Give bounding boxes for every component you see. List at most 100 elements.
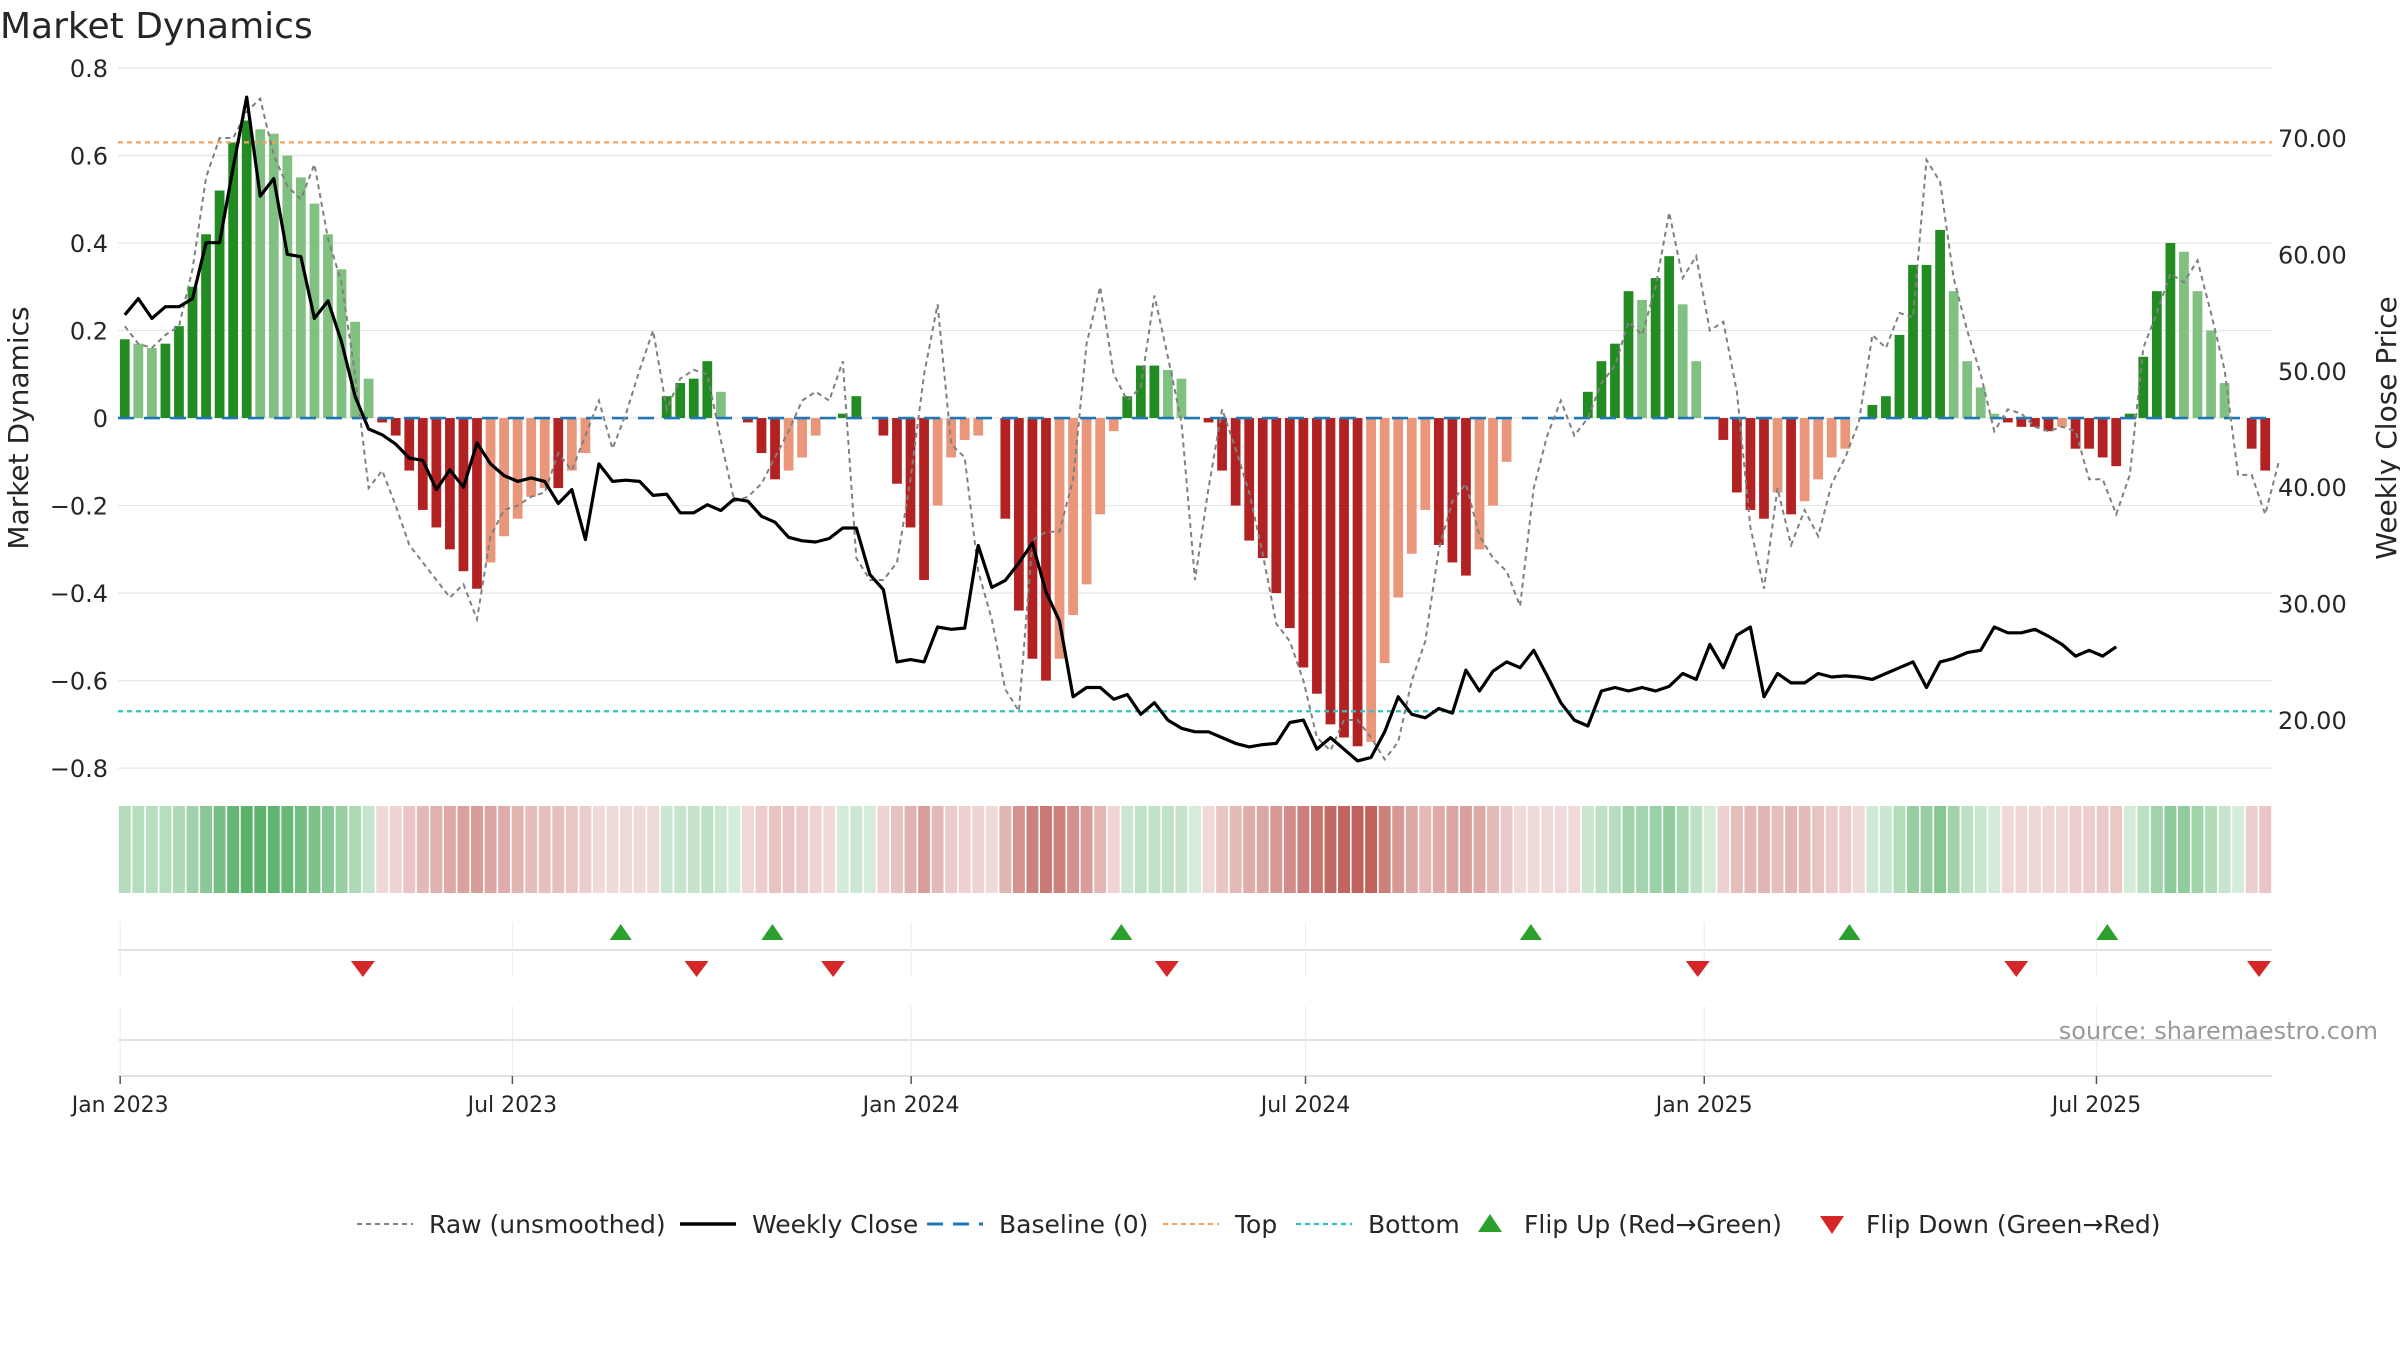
regime-strip-cell bbox=[1283, 806, 1296, 893]
right-tick-label: 70.00 bbox=[2278, 125, 2347, 153]
regime-strip-cell bbox=[2191, 806, 2204, 893]
histogram-bar bbox=[445, 418, 455, 550]
regime-strip-cell bbox=[1717, 806, 1730, 893]
left-tick-label: 0.4 bbox=[70, 230, 108, 258]
regime-strip-cell bbox=[660, 806, 673, 893]
histogram-bar bbox=[1054, 418, 1065, 659]
histogram-bar bbox=[1149, 365, 1160, 419]
regime-strip-cell bbox=[1866, 806, 1879, 893]
regime-strip-cell bbox=[1934, 806, 1947, 893]
histogram-bar bbox=[2165, 243, 2176, 419]
left-tick-label: −0.4 bbox=[50, 580, 108, 608]
regime-strip-cell bbox=[1107, 806, 1120, 893]
histogram-bar bbox=[2260, 418, 2271, 471]
histogram-bar bbox=[119, 339, 130, 419]
histogram-bar bbox=[2030, 418, 2040, 427]
histogram-bar bbox=[1271, 418, 1282, 594]
regime-strip-cell bbox=[1825, 806, 1838, 893]
legend-swatch-flip-down bbox=[1820, 1216, 1844, 1234]
regime-strip-cell bbox=[796, 806, 809, 893]
regime-strip-cell bbox=[511, 806, 524, 893]
histogram-bar bbox=[946, 418, 957, 458]
histogram-bar bbox=[1732, 418, 1742, 493]
regime-strip-cell bbox=[1527, 806, 1540, 893]
histogram-bar bbox=[539, 418, 550, 489]
histogram-bar bbox=[837, 413, 848, 419]
histogram-bar bbox=[743, 418, 753, 423]
flip-up-marker bbox=[1519, 924, 1542, 940]
histogram-bar bbox=[1203, 418, 1214, 423]
regime-strip-cell bbox=[755, 806, 768, 893]
regime-strip-cell bbox=[2083, 806, 2096, 893]
regime-strip-cell bbox=[322, 806, 334, 893]
histogram-bar bbox=[431, 418, 442, 528]
regime-strip-cell bbox=[1080, 806, 1093, 893]
histogram-bar bbox=[1474, 418, 1485, 550]
regime-strip-cell bbox=[1161, 806, 1174, 893]
regime-strip-cell bbox=[1216, 806, 1229, 893]
weekly-close-line bbox=[123, 95, 2118, 763]
regime-strip-cell bbox=[335, 806, 348, 893]
regime-strip-cell bbox=[159, 806, 172, 893]
regime-strip-cell bbox=[1636, 806, 1649, 893]
regime-strip-cell bbox=[2205, 806, 2217, 893]
right-axis-label: Weekly Close Price bbox=[2370, 296, 2400, 559]
regime-strip-cell bbox=[2056, 806, 2068, 893]
histogram-bar bbox=[255, 129, 266, 419]
regime-strip-cell bbox=[945, 806, 958, 893]
histogram-bar bbox=[187, 286, 198, 419]
histogram-bar bbox=[2206, 330, 2216, 419]
regime-strip-cell bbox=[1067, 806, 1080, 893]
regime-strip-cell bbox=[1622, 806, 1635, 893]
histogram-bar bbox=[702, 361, 713, 419]
histogram-bar bbox=[1447, 418, 1458, 563]
regime-strip-cell bbox=[1432, 806, 1445, 893]
histogram-bar bbox=[2084, 418, 2094, 449]
flip-up-marker bbox=[1838, 924, 1861, 940]
histogram-bar bbox=[2016, 418, 2027, 427]
regime-strip-cell bbox=[1974, 806, 1987, 893]
histogram-bar bbox=[797, 418, 808, 458]
histogram-bar bbox=[1014, 418, 1024, 611]
histogram-bar bbox=[160, 343, 171, 419]
histogram-bar bbox=[1908, 264, 1918, 419]
regime-strip-cell bbox=[1785, 806, 1798, 893]
regime-strip-cell bbox=[1988, 806, 2001, 893]
regime-strip-cell bbox=[1392, 806, 1405, 893]
regime-strip-cell bbox=[254, 806, 267, 893]
regime-strip-cell bbox=[552, 806, 565, 893]
flip-up-marker bbox=[609, 924, 632, 940]
regime-strip-cell bbox=[1419, 806, 1432, 893]
regime-strip-cell bbox=[471, 806, 483, 893]
histogram-bar bbox=[1433, 418, 1444, 545]
regime-strip-cell bbox=[647, 806, 660, 893]
left-tick-label: −0.6 bbox=[50, 668, 108, 696]
right-tick-label: 20.00 bbox=[2278, 707, 2347, 735]
histogram-bar bbox=[1691, 361, 1702, 419]
regime-strip-cell bbox=[1148, 806, 1161, 893]
regime-strip-cell bbox=[281, 806, 294, 893]
regime-strip-cell bbox=[416, 806, 429, 893]
regime-strip-cell bbox=[1907, 806, 1919, 893]
histogram-bar bbox=[1948, 291, 1959, 419]
regime-strip-cell bbox=[525, 806, 538, 893]
regime-strip-cell bbox=[1703, 806, 1716, 893]
regime-strip-cell bbox=[904, 806, 917, 893]
histogram-bar bbox=[201, 234, 211, 419]
histogram-bar bbox=[1745, 418, 1756, 510]
regime-strip-cell bbox=[1310, 806, 1323, 893]
histogram-bar bbox=[1081, 418, 1092, 585]
regime-strip-cell bbox=[1879, 806, 1892, 893]
regime-strip-cell bbox=[1459, 806, 1472, 893]
histogram-bar bbox=[688, 378, 699, 419]
regime-strip-cell bbox=[2218, 806, 2231, 893]
histogram-bar bbox=[1339, 418, 1349, 738]
regime-strip-cell bbox=[836, 806, 849, 893]
histogram-bar bbox=[2124, 413, 2135, 419]
regime-strip-cell bbox=[240, 806, 253, 893]
regime-strip-cell bbox=[1297, 806, 1310, 893]
histogram-bar bbox=[296, 177, 306, 419]
legend: Raw (unsmoothed) Weekly Close Baseline (0)… bbox=[357, 1210, 2161, 1239]
regime-strip-cell bbox=[1121, 806, 1134, 893]
regime-strip-cell bbox=[2137, 806, 2150, 893]
